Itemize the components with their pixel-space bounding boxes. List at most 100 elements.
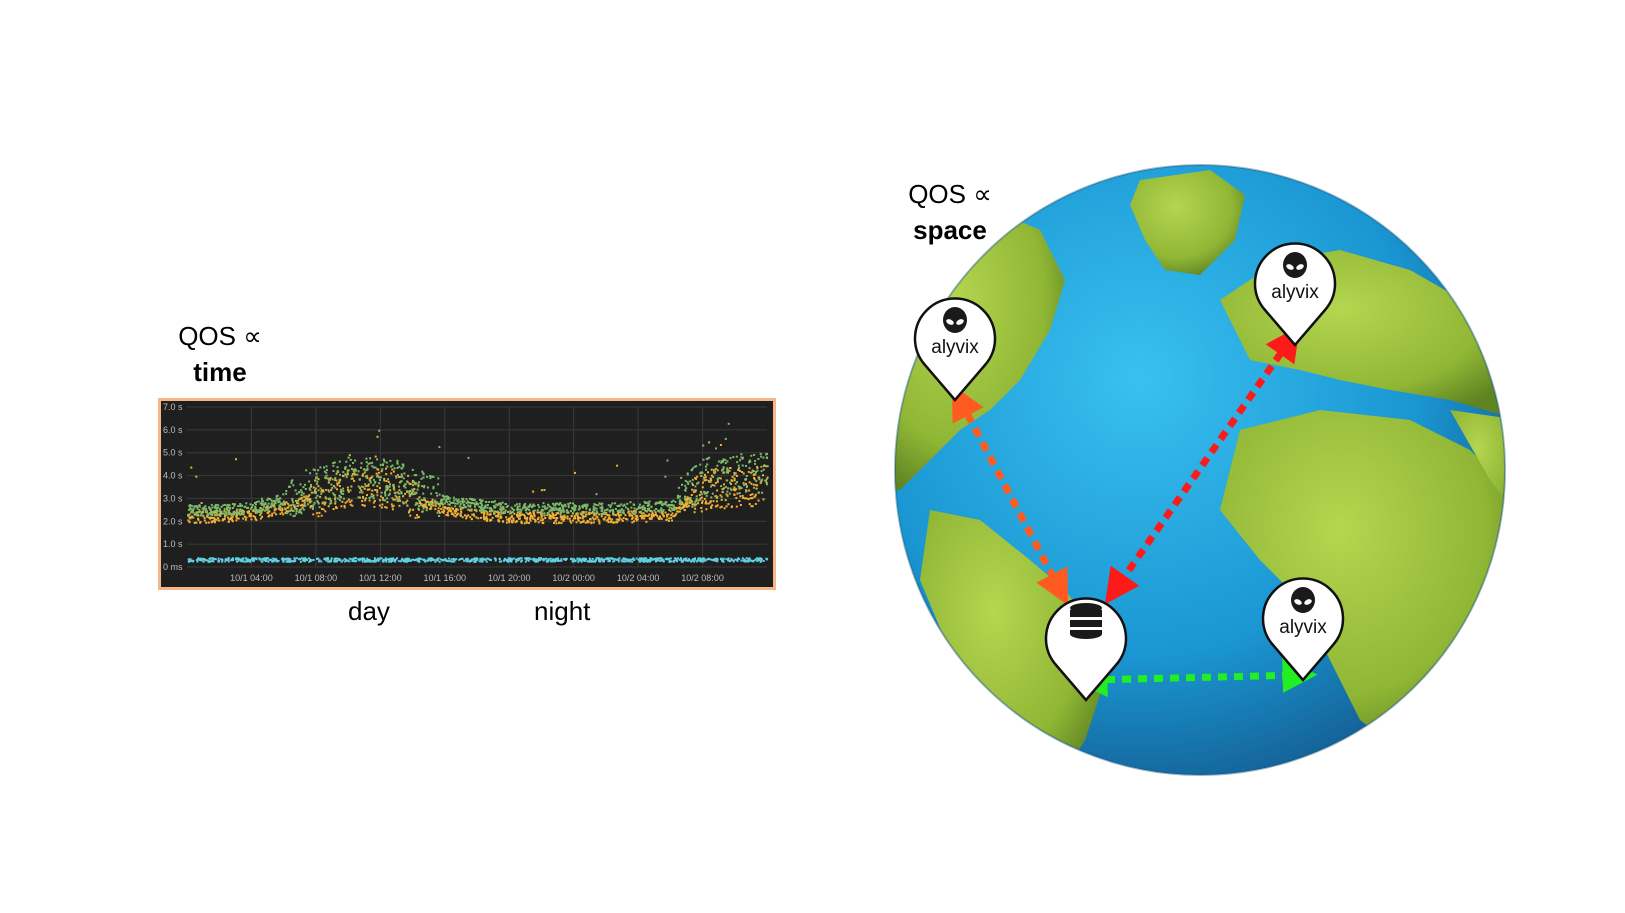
data-point xyxy=(529,503,532,506)
data-point xyxy=(677,486,680,489)
data-point xyxy=(385,467,387,470)
data-point xyxy=(391,468,394,471)
data-point xyxy=(716,464,719,467)
data-point xyxy=(240,513,243,516)
data-point xyxy=(729,481,731,484)
data-point xyxy=(726,494,729,497)
data-point xyxy=(304,488,307,490)
data-point xyxy=(295,512,298,515)
data-point xyxy=(695,465,698,468)
data-point xyxy=(430,557,433,560)
data-point xyxy=(559,513,562,516)
pin-database-south-america[interactable] xyxy=(1044,597,1128,702)
data-point xyxy=(378,499,381,502)
data-point xyxy=(555,519,558,522)
data-point xyxy=(709,558,712,561)
data-point xyxy=(338,460,341,463)
data-point xyxy=(595,513,598,516)
data-point xyxy=(402,465,405,468)
data-point xyxy=(722,560,725,563)
data-point xyxy=(339,490,342,493)
data-point xyxy=(364,497,367,500)
data-point xyxy=(249,507,252,510)
pin-alyvix-north-america[interactable]: alyvix xyxy=(913,297,997,402)
data-point xyxy=(518,517,520,520)
x-tick-label: 10/1 12:00 xyxy=(359,573,402,583)
data-point xyxy=(515,520,518,523)
data-point xyxy=(325,469,328,471)
pin-alyvix-europe[interactable]: alyvix xyxy=(1253,242,1337,347)
data-point xyxy=(275,499,278,502)
data-point xyxy=(678,507,680,510)
data-point xyxy=(412,508,415,511)
data-point xyxy=(580,512,583,515)
data-point xyxy=(280,511,283,514)
data-point xyxy=(228,512,231,515)
data-point xyxy=(639,515,642,517)
data-point xyxy=(390,465,392,468)
data-point xyxy=(414,516,417,519)
data-point xyxy=(525,506,528,509)
data-point xyxy=(576,512,579,515)
data-point xyxy=(298,509,301,512)
data-point xyxy=(226,508,228,511)
pin-alyvix-africa[interactable]: alyvix xyxy=(1261,577,1345,682)
data-point xyxy=(369,479,372,482)
data-point xyxy=(403,560,406,563)
data-point xyxy=(439,502,442,505)
data-point xyxy=(346,500,349,503)
data-point xyxy=(408,511,410,514)
data-point xyxy=(631,560,634,563)
data-point xyxy=(338,485,341,488)
data-point xyxy=(533,509,536,512)
data-point xyxy=(255,519,258,522)
data-point xyxy=(622,512,625,515)
data-point xyxy=(327,505,330,508)
data-point xyxy=(417,557,420,560)
data-point xyxy=(422,507,425,510)
data-point xyxy=(200,514,203,517)
data-point xyxy=(587,513,590,516)
data-point xyxy=(261,515,264,518)
data-point xyxy=(190,559,193,562)
data-point xyxy=(227,506,230,509)
data-point xyxy=(648,500,651,503)
data-point xyxy=(254,510,257,513)
data-point xyxy=(660,501,663,504)
data-point xyxy=(622,504,625,507)
data-point xyxy=(644,514,647,517)
data-point xyxy=(199,514,202,517)
data-point xyxy=(607,516,610,519)
data-point xyxy=(655,513,657,516)
data-point xyxy=(409,559,412,562)
data-point xyxy=(336,557,339,560)
data-point xyxy=(302,486,305,489)
data-point xyxy=(393,498,396,501)
data-point xyxy=(620,503,623,506)
data-point xyxy=(506,518,509,521)
data-point xyxy=(404,492,407,495)
data-point xyxy=(676,507,679,510)
data-point xyxy=(765,557,768,560)
data-point xyxy=(426,500,429,503)
data-point xyxy=(558,559,561,562)
data-point xyxy=(440,502,443,505)
data-point xyxy=(445,560,448,562)
data-point xyxy=(563,558,566,561)
data-point xyxy=(574,471,576,474)
data-point xyxy=(389,489,392,492)
data-point xyxy=(477,503,479,505)
data-point xyxy=(503,557,506,560)
data-point xyxy=(292,515,295,518)
data-point xyxy=(349,489,352,492)
data-point xyxy=(390,557,393,560)
data-point xyxy=(268,506,271,509)
data-point xyxy=(522,506,524,509)
data-point xyxy=(252,509,255,512)
data-point xyxy=(555,517,558,519)
data-point xyxy=(478,498,481,501)
data-point xyxy=(200,512,203,515)
data-point xyxy=(408,559,411,562)
data-point xyxy=(408,495,411,498)
data-point xyxy=(757,458,760,460)
